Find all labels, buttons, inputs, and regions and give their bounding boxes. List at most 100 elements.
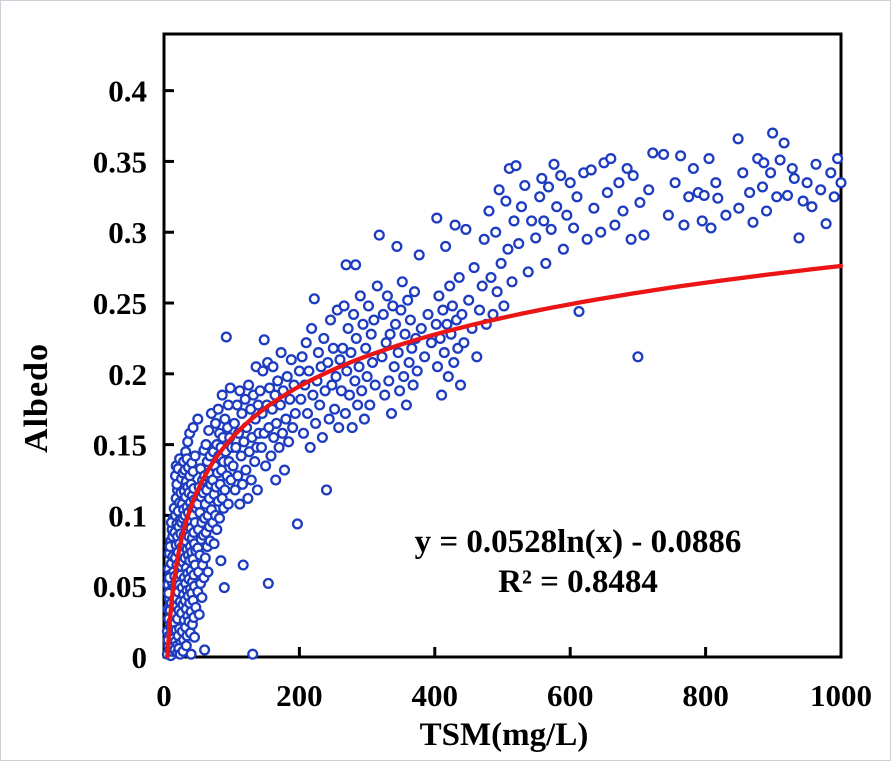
data-point bbox=[348, 308, 360, 320]
data-point bbox=[828, 191, 840, 203]
data-point bbox=[625, 233, 637, 245]
data-point bbox=[260, 460, 272, 472]
data-point bbox=[468, 262, 480, 274]
data-point bbox=[326, 379, 338, 391]
data-point bbox=[366, 356, 379, 369]
data-point bbox=[389, 318, 402, 330]
data-point bbox=[338, 300, 350, 312]
data-point bbox=[564, 177, 576, 189]
data-point bbox=[408, 286, 421, 298]
data-point bbox=[771, 191, 783, 203]
data-point bbox=[781, 189, 794, 201]
data-point bbox=[449, 219, 461, 231]
data-point bbox=[478, 233, 490, 245]
data-point bbox=[222, 498, 234, 510]
data-point bbox=[368, 314, 380, 326]
data-point bbox=[275, 347, 287, 359]
data-point bbox=[285, 354, 297, 366]
data-point bbox=[756, 181, 769, 193]
equation-text: y = 0.0528ln(x) - 0.0886 bbox=[415, 524, 742, 560]
data-point bbox=[283, 436, 295, 448]
data-point bbox=[265, 450, 277, 462]
data-point bbox=[476, 280, 488, 292]
data-point bbox=[832, 153, 844, 165]
data-point bbox=[732, 133, 744, 145]
data-point bbox=[235, 450, 247, 462]
data-point bbox=[413, 249, 425, 261]
data-point bbox=[329, 403, 341, 415]
data-point bbox=[437, 304, 449, 316]
data-point bbox=[555, 170, 567, 182]
data-point bbox=[361, 371, 373, 383]
data-point bbox=[613, 177, 625, 189]
trendline bbox=[165, 263, 844, 659]
data-point bbox=[341, 365, 353, 377]
data-point bbox=[200, 439, 212, 451]
data-point bbox=[588, 202, 600, 214]
data-point bbox=[362, 300, 375, 312]
data-point bbox=[371, 280, 383, 292]
data-point bbox=[287, 422, 299, 434]
data-point bbox=[352, 399, 364, 411]
data-point bbox=[747, 216, 759, 228]
data-point bbox=[404, 314, 416, 326]
data-point bbox=[340, 259, 352, 271]
data-point bbox=[208, 538, 220, 550]
data-point bbox=[491, 286, 503, 298]
data-point bbox=[627, 170, 639, 182]
data-point bbox=[284, 393, 296, 405]
data-point bbox=[705, 222, 717, 234]
data-point bbox=[239, 393, 251, 405]
data-point bbox=[634, 196, 646, 209]
data-point bbox=[247, 648, 259, 660]
data-point bbox=[519, 179, 531, 192]
data-point bbox=[540, 257, 552, 269]
data-point bbox=[825, 167, 837, 179]
data-point bbox=[456, 308, 468, 320]
data-point bbox=[303, 365, 315, 377]
data-point bbox=[255, 441, 268, 453]
r-squared-text: R² = 0.8484 bbox=[498, 564, 658, 600]
data-point bbox=[621, 162, 633, 175]
data-point bbox=[308, 293, 320, 305]
data-point bbox=[202, 566, 214, 578]
data-point bbox=[758, 157, 770, 169]
data-point bbox=[228, 417, 240, 429]
data-point bbox=[411, 365, 423, 377]
data-point bbox=[815, 184, 827, 196]
data-point bbox=[185, 648, 197, 660]
data-point bbox=[806, 201, 818, 213]
data-point bbox=[696, 215, 708, 227]
data-point bbox=[760, 205, 773, 217]
data-point bbox=[446, 300, 458, 312]
data-point bbox=[245, 474, 257, 486]
data-point bbox=[571, 191, 583, 203]
data-point bbox=[209, 417, 222, 429]
data-point bbox=[442, 371, 454, 383]
data-point bbox=[379, 389, 391, 401]
data-point bbox=[278, 464, 291, 476]
data-point bbox=[471, 351, 483, 363]
data-point bbox=[320, 484, 333, 496]
data-point bbox=[536, 172, 548, 184]
data-point bbox=[215, 555, 227, 567]
data-point bbox=[373, 229, 385, 241]
data-point bbox=[778, 137, 790, 149]
data-point bbox=[441, 318, 453, 330]
data-point bbox=[395, 304, 407, 316]
data-point bbox=[460, 223, 472, 235]
data-point bbox=[737, 167, 749, 179]
y-tick-label: 0.05 bbox=[93, 569, 147, 604]
data-point bbox=[643, 184, 655, 196]
data-point bbox=[196, 591, 208, 604]
data-point bbox=[810, 158, 822, 170]
data-point bbox=[392, 347, 404, 359]
data-point bbox=[330, 371, 342, 383]
data-point bbox=[526, 215, 538, 227]
data-point bbox=[276, 427, 289, 439]
data-point bbox=[510, 160, 522, 172]
data-point bbox=[765, 167, 777, 179]
data-point bbox=[502, 243, 514, 255]
data-point bbox=[431, 361, 444, 373]
